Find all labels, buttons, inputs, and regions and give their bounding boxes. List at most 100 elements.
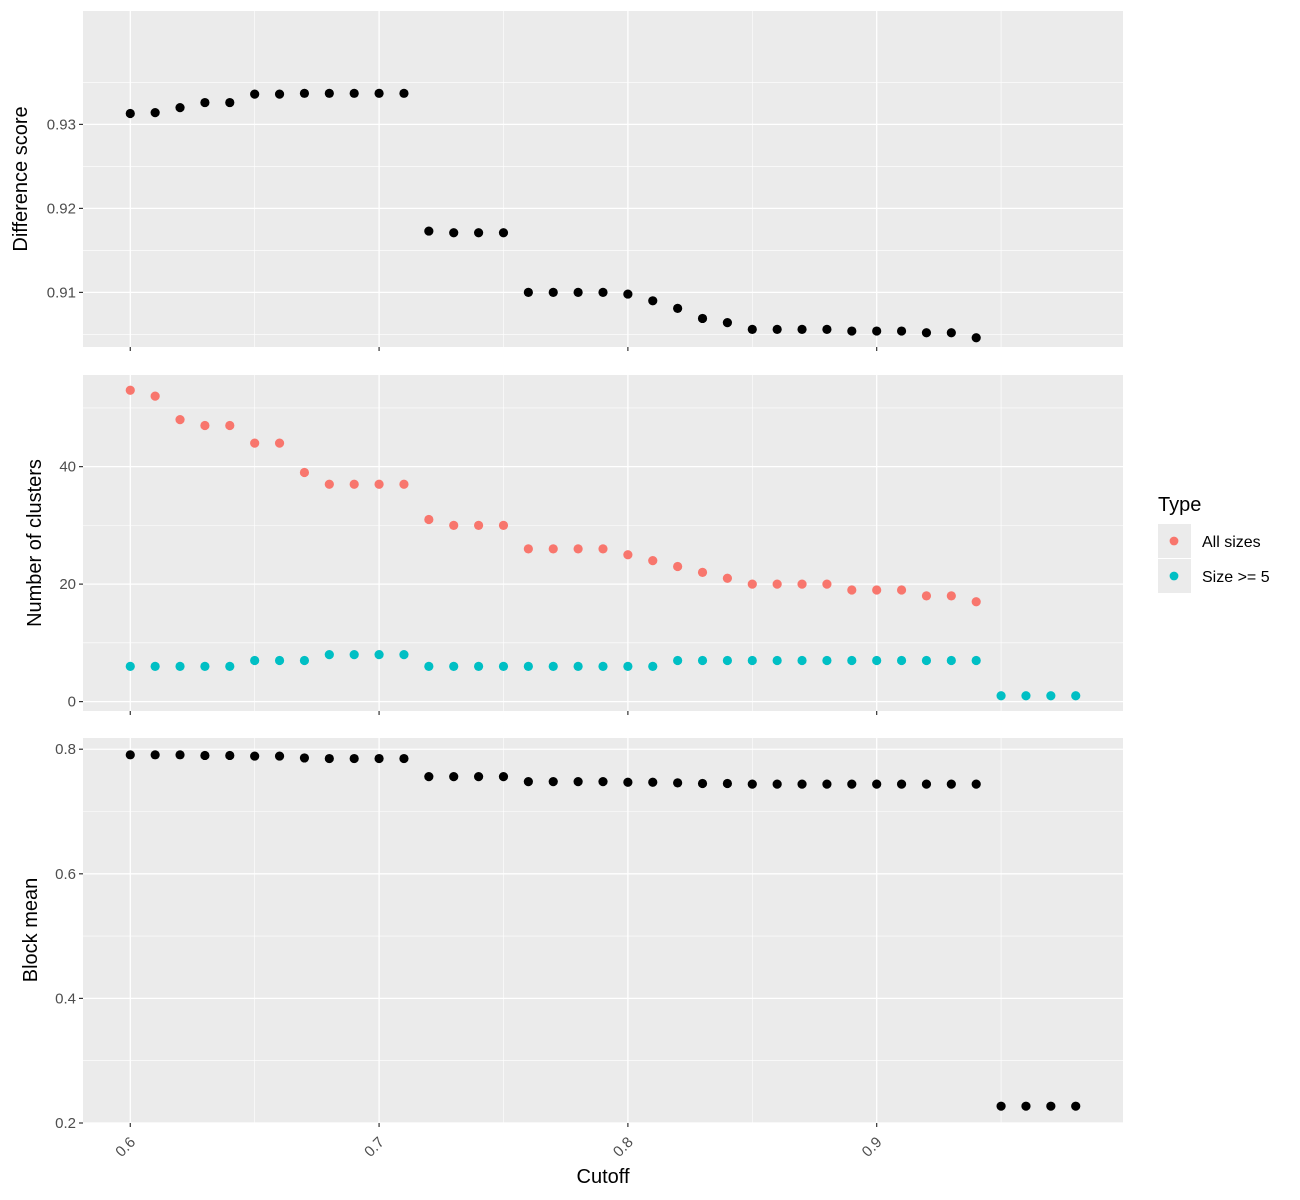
point-middle-all-sizes bbox=[299, 467, 310, 478]
point-middle-all-sizes bbox=[274, 438, 285, 448]
point-middle-all-sizes bbox=[150, 391, 160, 401]
point-top-series bbox=[498, 228, 509, 238]
y-tick-label: 40 bbox=[59, 459, 76, 476]
point-middle-all-sizes bbox=[623, 550, 633, 560]
y-tick-label: 0.6 bbox=[55, 866, 76, 883]
point-top-series bbox=[847, 326, 857, 336]
y-axis-title-middle: Number of clusters bbox=[24, 459, 46, 627]
point-middle-size-5 bbox=[697, 655, 708, 666]
point-bottom-series bbox=[1021, 1101, 1031, 1111]
x-tick-label: 0.6 bbox=[112, 1134, 139, 1161]
point-bottom-series bbox=[822, 779, 832, 789]
point-middle-all-sizes bbox=[673, 561, 683, 572]
point-middle-all-sizes bbox=[225, 420, 235, 431]
point-top-series bbox=[872, 326, 882, 336]
point-middle-all-sizes bbox=[449, 520, 459, 530]
point-middle-all-sizes bbox=[598, 544, 608, 554]
point-top-series bbox=[299, 88, 310, 98]
x-axis-title: Cutoff bbox=[577, 1166, 630, 1188]
point-top-series bbox=[822, 324, 832, 334]
point-middle-size-5 bbox=[449, 661, 459, 671]
point-middle-size-5 bbox=[797, 655, 807, 666]
point-bottom-series bbox=[449, 772, 459, 782]
point-bottom-series bbox=[274, 751, 285, 761]
point-bottom-series bbox=[374, 753, 384, 764]
legend: Type All sizes Size >= 5 bbox=[1158, 494, 1270, 593]
point-top-series bbox=[623, 289, 633, 299]
point-middle-size-5 bbox=[896, 655, 907, 666]
point-bottom-series bbox=[722, 778, 733, 789]
y-tick-label: 0.2 bbox=[55, 1115, 76, 1132]
point-middle-all-sizes bbox=[747, 579, 757, 589]
y-axis-title-bottom: Block mean bbox=[20, 878, 42, 983]
x-tick-label: 0.9 bbox=[859, 1134, 886, 1161]
point-middle-all-sizes bbox=[498, 520, 509, 530]
point-bottom-series bbox=[673, 778, 683, 788]
point-top-series bbox=[896, 326, 907, 336]
point-top-series bbox=[150, 108, 160, 118]
point-middle-all-sizes bbox=[374, 479, 384, 489]
point-middle-all-sizes bbox=[125, 385, 135, 395]
point-top-series bbox=[548, 287, 558, 297]
point-middle-all-sizes bbox=[349, 479, 359, 489]
point-middle-size-5 bbox=[921, 655, 932, 666]
point-bottom-series bbox=[971, 779, 981, 789]
point-middle-all-sizes bbox=[722, 573, 733, 583]
panel-difference-score: 0.91 0.92 0.93 bbox=[47, 11, 1123, 351]
point-middle-size-5 bbox=[299, 655, 310, 666]
point-middle-size-5 bbox=[424, 661, 434, 671]
point-top-series bbox=[673, 303, 683, 313]
point-bottom-series bbox=[598, 777, 608, 787]
point-middle-size-5 bbox=[125, 661, 135, 671]
point-top-series bbox=[225, 97, 235, 108]
point-middle-size-5 bbox=[548, 661, 558, 671]
y-tick-label: 0 bbox=[68, 694, 76, 711]
point-middle-size-5 bbox=[648, 661, 658, 671]
point-bottom-series bbox=[921, 779, 932, 789]
point-middle-all-sizes bbox=[822, 579, 832, 589]
point-middle-size-5 bbox=[1046, 691, 1056, 701]
point-middle-size-5 bbox=[996, 691, 1006, 701]
point-middle-size-5 bbox=[200, 661, 210, 671]
point-bottom-series bbox=[623, 777, 633, 787]
point-middle-size-5 bbox=[747, 655, 757, 666]
point-bottom-series bbox=[125, 750, 135, 760]
point-top-series bbox=[449, 228, 459, 238]
panel-background-middle bbox=[83, 375, 1123, 711]
point-bottom-series bbox=[548, 777, 558, 787]
point-bottom-series bbox=[573, 777, 583, 787]
point-middle-all-sizes bbox=[847, 585, 857, 595]
point-middle-size-5 bbox=[847, 655, 857, 666]
point-middle-all-sizes bbox=[872, 585, 882, 595]
point-middle-all-sizes bbox=[250, 438, 260, 448]
point-bottom-series bbox=[996, 1101, 1006, 1111]
point-bottom-series bbox=[747, 779, 757, 789]
point-middle-size-5 bbox=[374, 650, 384, 660]
point-bottom-series bbox=[299, 753, 310, 763]
point-top-series bbox=[399, 88, 409, 98]
point-middle-size-5 bbox=[399, 650, 409, 660]
point-middle-size-5 bbox=[498, 661, 509, 671]
point-middle-all-sizes bbox=[424, 514, 434, 525]
point-middle-all-sizes bbox=[697, 567, 708, 577]
point-top-series bbox=[175, 103, 185, 113]
point-bottom-series bbox=[872, 779, 882, 789]
y-tick-label: 0.92 bbox=[47, 200, 76, 217]
point-middle-all-sizes bbox=[399, 479, 409, 489]
y-tick-label: 20 bbox=[59, 576, 76, 593]
point-bottom-series bbox=[175, 750, 185, 760]
point-middle-size-5 bbox=[175, 661, 185, 671]
point-top-series bbox=[324, 88, 334, 98]
point-middle-all-sizes bbox=[573, 544, 583, 554]
point-top-series bbox=[772, 324, 782, 334]
point-middle-all-sizes bbox=[797, 579, 807, 589]
x-tick-label: 0.7 bbox=[361, 1134, 388, 1161]
point-middle-size-5 bbox=[598, 661, 608, 671]
point-bottom-series bbox=[1071, 1101, 1081, 1111]
point-middle-size-5 bbox=[971, 655, 981, 666]
point-middle-all-sizes bbox=[175, 415, 185, 425]
point-middle-size-5 bbox=[573, 661, 583, 671]
point-bottom-series bbox=[847, 779, 857, 789]
point-middle-size-5 bbox=[673, 655, 683, 666]
point-top-series bbox=[200, 97, 210, 108]
